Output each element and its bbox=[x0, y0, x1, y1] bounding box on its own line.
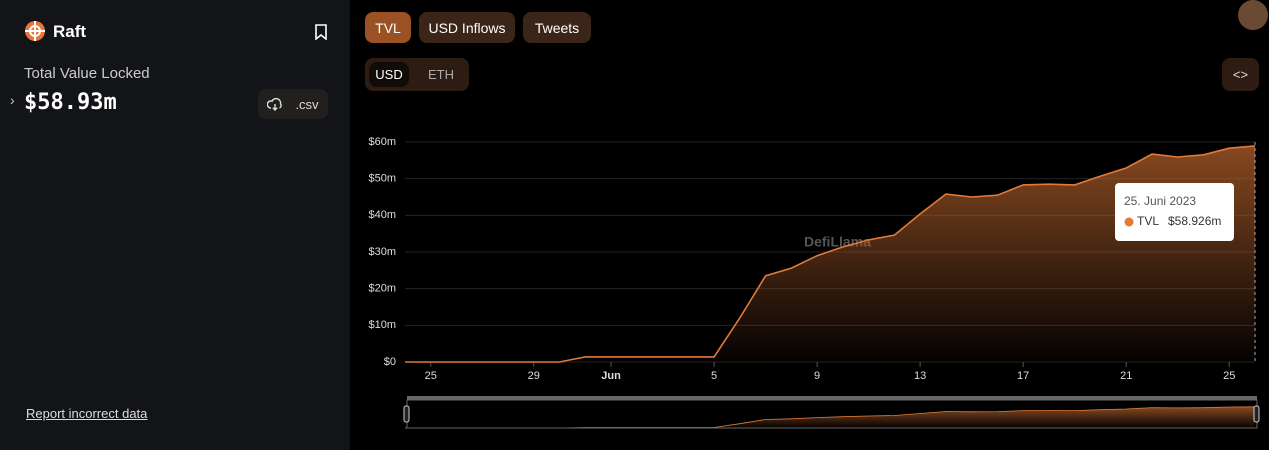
x-tick-label: 25 bbox=[425, 370, 437, 382]
avatar[interactable] bbox=[1238, 0, 1268, 30]
y-tick-label: $60m bbox=[368, 136, 396, 148]
tooltip-box bbox=[1115, 183, 1234, 241]
x-tick-label: Jun bbox=[601, 370, 621, 382]
metric-label: Total Value Locked bbox=[24, 65, 150, 82]
x-tick-label: 5 bbox=[711, 370, 717, 382]
tab[interactable]: TVL bbox=[365, 12, 411, 43]
x-tick-label: 9 bbox=[814, 370, 820, 382]
brush-bar bbox=[407, 396, 1257, 400]
y-tick-label: $10m bbox=[368, 319, 396, 331]
x-tick-label: 21 bbox=[1120, 370, 1132, 382]
download-icon bbox=[267, 97, 283, 111]
logo bbox=[25, 21, 45, 41]
brush-handle[interactable] bbox=[1253, 405, 1260, 423]
embed-button[interactable]: <> bbox=[1222, 58, 1259, 91]
y-tick-label: $30m bbox=[368, 246, 396, 258]
tab[interactable]: Tweets bbox=[523, 12, 591, 43]
x-tick-label: 13 bbox=[914, 370, 926, 382]
metric-value: $58.93m bbox=[24, 90, 117, 115]
denomination[interactable]: USD bbox=[369, 62, 409, 87]
tab[interactable]: USD Inflows bbox=[419, 12, 515, 43]
protocol-name: Raft bbox=[53, 22, 87, 41]
denomination-switch: USD ETH bbox=[365, 58, 469, 91]
brush-handle[interactable] bbox=[403, 405, 410, 423]
y-tick-label: $20m bbox=[368, 283, 396, 295]
y-tick-label: $0 bbox=[384, 356, 396, 368]
csv-button[interactable]: .csv bbox=[258, 89, 328, 119]
tvl-area bbox=[405, 145, 1255, 362]
y-tick-label: $50m bbox=[368, 173, 396, 185]
sidebar: Raft Total Value Locked › $58.93m .csv R… bbox=[0, 0, 350, 450]
x-tick-label: 17 bbox=[1017, 370, 1029, 382]
denomination[interactable]: ETH bbox=[428, 67, 454, 82]
tooltip-title: 25. Juni 2023 bbox=[1124, 194, 1196, 208]
tooltip-value: $58.926m bbox=[1168, 214, 1221, 228]
csv-label: .csv bbox=[295, 96, 319, 112]
y-tick-label: $40m bbox=[368, 209, 396, 221]
x-tick-label: 29 bbox=[528, 370, 540, 382]
tooltip-series: TVL bbox=[1137, 214, 1159, 228]
bookmark-button[interactable] bbox=[314, 24, 328, 40]
expand-arrow[interactable]: › bbox=[10, 92, 15, 108]
tvl-line bbox=[405, 145, 1256, 363]
x-tick-label: 25 bbox=[1223, 370, 1235, 382]
report-link[interactable]: Report incorrect data bbox=[26, 406, 148, 421]
tooltip-dot bbox=[1124, 217, 1134, 227]
